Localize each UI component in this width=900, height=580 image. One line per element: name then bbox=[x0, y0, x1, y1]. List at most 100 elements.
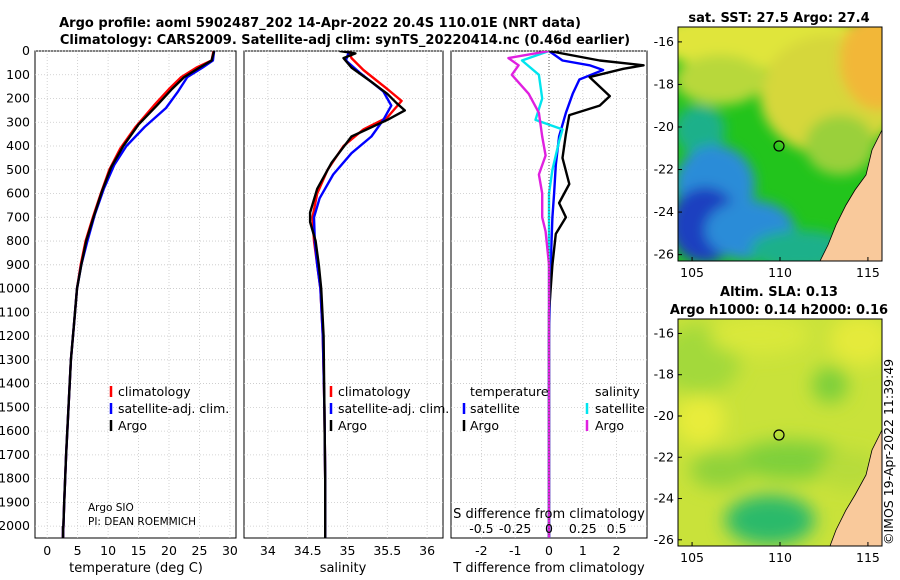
x-tick-label: 5 bbox=[74, 543, 82, 558]
sla-map-title-1: Altim. SLA: 0.13 bbox=[720, 285, 838, 300]
series-line-salinity-argo bbox=[507, 51, 551, 538]
legend-label-argo: Argo bbox=[118, 418, 147, 433]
map-lat-label: -16 bbox=[654, 34, 674, 49]
s-diff-tick-label: 0.25 bbox=[569, 521, 597, 536]
s-difference-axis-label: S difference from climatology bbox=[453, 507, 645, 522]
depth-tick-label: 1700 bbox=[0, 447, 30, 462]
x-tick-label: 20 bbox=[161, 543, 177, 558]
x-tick-label: 35.5 bbox=[373, 543, 401, 558]
s-diff-tick-label: 0.5 bbox=[607, 521, 627, 536]
x-tick-label: 34 bbox=[260, 543, 276, 558]
series-line-argo bbox=[308, 51, 406, 538]
t-difference-axis-label: T difference from climatology bbox=[452, 561, 645, 576]
depth-tick-label: 2000 bbox=[0, 518, 30, 533]
map-lon-label: 105 bbox=[680, 550, 704, 565]
map-lat-label: -20 bbox=[654, 408, 674, 423]
legend-label-satellite: satellite-adj. clim. bbox=[118, 401, 229, 416]
depth-tick-label: 400 bbox=[6, 138, 30, 153]
legend-label-t-argo: Argo bbox=[470, 418, 499, 433]
salinity-panel-frame bbox=[243, 50, 444, 539]
float-pi-label: PI: DEAN ROEMMICH bbox=[88, 516, 196, 528]
salinity-axis-label: salinity bbox=[320, 561, 367, 576]
temperature-axis-label: temperature (deg C) bbox=[69, 561, 203, 576]
series-line-temperature-satellite bbox=[547, 51, 605, 538]
depth-tick-label: 1100 bbox=[0, 304, 30, 319]
depth-tick-label: 1900 bbox=[0, 494, 30, 509]
map-lon-label: 115 bbox=[856, 550, 880, 565]
title-line-2: Climatology: CARS2009. Satellite-adj cli… bbox=[60, 33, 630, 48]
depth-tick-label: 1200 bbox=[0, 328, 30, 343]
legend-label-climatology: climatology bbox=[338, 384, 411, 399]
x-tick-label: 0 bbox=[545, 543, 553, 558]
legend-title-salinity: salinity bbox=[595, 384, 640, 399]
sla-map bbox=[678, 319, 882, 546]
float-owner-label: Argo SIO bbox=[88, 502, 134, 514]
legend-label-argo: Argo bbox=[338, 418, 367, 433]
depth-tick-label: 200 bbox=[6, 91, 30, 106]
depth-tick-label: 1300 bbox=[0, 352, 30, 367]
x-tick-label: -1 bbox=[509, 543, 521, 558]
series-line-argo bbox=[61, 51, 216, 538]
x-tick-label: 1 bbox=[579, 543, 587, 558]
depth-tick-label: 700 bbox=[6, 209, 30, 224]
temperature-panel-frame bbox=[34, 50, 237, 539]
x-tick-label: 36 bbox=[419, 543, 435, 558]
sst-map-land bbox=[819, 129, 882, 261]
series-line-salinity-satellite bbox=[520, 51, 564, 538]
x-tick-label: 2 bbox=[613, 543, 621, 558]
x-tick-label: 10 bbox=[100, 543, 116, 558]
x-tick-label: 15 bbox=[131, 543, 147, 558]
s-diff-tick-label: -0.5 bbox=[469, 521, 493, 536]
map-lat-label: -18 bbox=[654, 76, 674, 91]
map-lat-label: -16 bbox=[654, 325, 674, 340]
map-lat-label: -20 bbox=[654, 119, 674, 134]
map-lat-label: -22 bbox=[654, 162, 674, 177]
sst-map bbox=[678, 27, 882, 261]
depth-tick-label: 1400 bbox=[0, 376, 30, 391]
legend-title-temperature: temperature bbox=[470, 384, 549, 399]
x-axis-tick-labels: 0 5 10 15 20 25 30 34 34.5 35 35.5 36 -2 -1 0 1 2 bbox=[43, 543, 620, 558]
sst-float-marker bbox=[773, 140, 785, 152]
map-lat-label: -24 bbox=[654, 491, 674, 506]
s-diff-tick-label: -0.25 bbox=[499, 521, 531, 536]
map-lon-label: 110 bbox=[768, 265, 792, 280]
title-line-1: Argo profile: aoml 5902487_202 14-Apr-20… bbox=[59, 16, 581, 31]
depth-tick-label: 1000 bbox=[0, 281, 30, 296]
map-lon-label: 115 bbox=[856, 265, 880, 280]
s-difference-tick-labels: -0.5 -0.25 0 0.25 0.5 bbox=[469, 521, 626, 536]
depth-tick-label: 0 bbox=[22, 43, 30, 58]
sla-map-title-2: Argo h1000: 0.14 h2000: 0.16 bbox=[670, 303, 888, 318]
legend-label-t-satellite: satellite bbox=[470, 401, 520, 416]
map-lat-label: -26 bbox=[654, 532, 674, 547]
panel-series-group bbox=[61, 51, 216, 538]
x-tick-label: 34.5 bbox=[294, 543, 322, 558]
series-line-temperature-argo bbox=[547, 51, 645, 538]
map-tick-labels: 105 110 115 -16 -18 -20 -22 -24 -26 105 110 115 -16 -… bbox=[654, 34, 880, 565]
depth-tick-label: 1800 bbox=[0, 471, 30, 486]
legend-label-s-argo: Argo bbox=[595, 418, 624, 433]
s-diff-tick-label: 0 bbox=[545, 521, 553, 536]
map-lat-label: -22 bbox=[654, 449, 674, 464]
map-lon-label: 110 bbox=[768, 550, 792, 565]
x-tick-label: 25 bbox=[192, 543, 208, 558]
map-lat-label: -18 bbox=[654, 367, 674, 382]
difference-legend: temperature salinity satellite Argo sate… bbox=[462, 384, 645, 433]
depth-tick-label: 500 bbox=[6, 162, 30, 177]
salinity-legend: climatology satellite-adj. clim. Argo bbox=[329, 384, 449, 433]
x-tick-label: 0 bbox=[43, 543, 51, 558]
x-tick-label: 35 bbox=[340, 543, 356, 558]
depth-tick-label: 1600 bbox=[0, 423, 30, 438]
sla-float-marker bbox=[773, 429, 785, 441]
legend-label-s-satellite: satellite bbox=[595, 401, 645, 416]
depth-tick-label: 100 bbox=[6, 67, 30, 82]
depth-tick-label: 800 bbox=[6, 233, 30, 248]
map-lat-label: -24 bbox=[654, 204, 674, 219]
legend-label-climatology: climatology bbox=[118, 384, 191, 399]
x-tick-label: 30 bbox=[222, 543, 238, 558]
series-layer bbox=[61, 51, 645, 538]
temperature-legend: climatology satellite-adj. clim. Argo bbox=[109, 384, 229, 433]
legend-label-satellite: satellite-adj. clim. bbox=[338, 401, 449, 416]
map-lon-label: 105 bbox=[680, 265, 704, 280]
depth-tick-label: 1500 bbox=[0, 399, 30, 414]
